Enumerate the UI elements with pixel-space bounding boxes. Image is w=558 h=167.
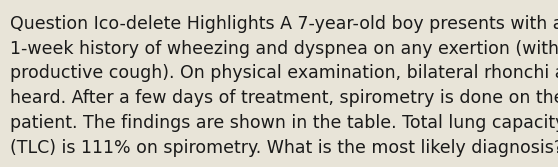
- Text: (TLC) is 111% on spirometry. What is the most likely diagnosis?: (TLC) is 111% on spirometry. What is the…: [10, 139, 558, 157]
- Text: 1-week history of wheezing and dyspnea on any exertion (with: 1-week history of wheezing and dyspnea o…: [10, 40, 558, 58]
- Text: Question Ico-delete Highlights A 7-year-old boy presents with a: Question Ico-delete Highlights A 7-year-…: [10, 15, 558, 33]
- Text: productive cough). On physical examination, bilateral rhonchi are: productive cough). On physical examinati…: [10, 64, 558, 82]
- Text: patient. The findings are shown in the table. Total lung capacity: patient. The findings are shown in the t…: [10, 114, 558, 132]
- Text: heard. After a few days of treatment, spirometry is done on the: heard. After a few days of treatment, sp…: [10, 89, 558, 107]
